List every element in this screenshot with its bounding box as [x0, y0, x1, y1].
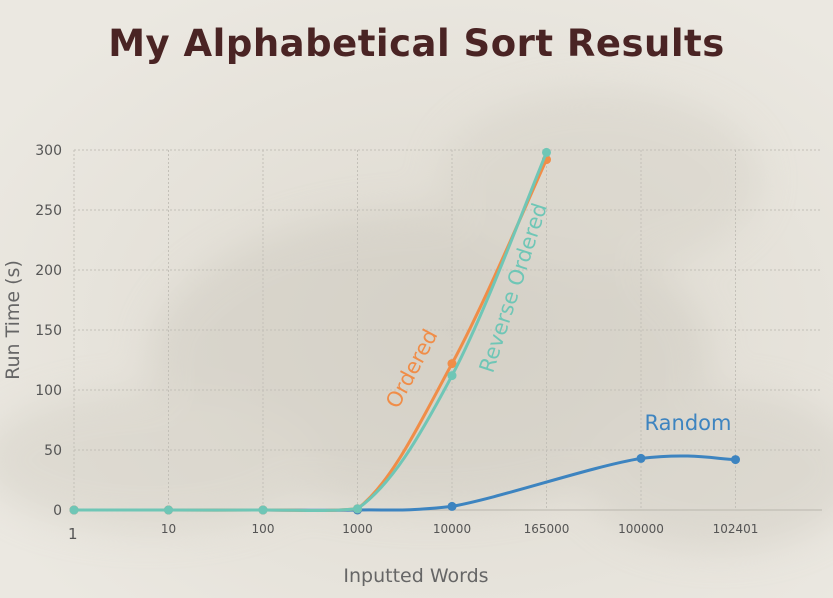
data-point[interactable]	[164, 505, 173, 515]
x-axis-label: Inputted Words	[343, 565, 488, 587]
y-tick-label: 200	[35, 263, 62, 279]
data-point[interactable]	[258, 505, 268, 515]
y-axis-label: Run Time (s)	[2, 260, 24, 380]
data-point[interactable]	[447, 371, 457, 381]
chart-title: My Alphabetical Sort Results	[108, 22, 725, 65]
x-tick-label: 10	[161, 522, 176, 536]
data-point[interactable]	[69, 505, 79, 515]
y-tick-label: 150	[35, 323, 62, 339]
series-label: Reverse Ordered	[475, 200, 552, 375]
y-tick-label: 100	[35, 383, 62, 399]
x-axis-ticks: 1 10 100 1000 10000 165000 100000 102401	[68, 522, 758, 543]
series-label: Random	[645, 411, 732, 435]
y-tick-label: 50	[44, 443, 62, 459]
x-tick-label: 100000	[618, 522, 664, 536]
series-line	[72, 150, 548, 513]
y-tick-label: 300	[35, 143, 62, 159]
data-point[interactable]	[447, 359, 457, 369]
data-point[interactable]	[542, 147, 551, 157]
series-line	[72, 454, 737, 512]
data-point[interactable]	[447, 501, 457, 511]
x-tick-label: 1	[68, 525, 78, 543]
series-1	[69, 147, 551, 515]
series-2	[69, 453, 740, 515]
grid	[73, 149, 822, 510]
data-point[interactable]	[731, 455, 740, 465]
y-axis-ticks: 0 50 100 150 200 250 300	[35, 143, 62, 519]
series-layer	[69, 147, 740, 515]
y-tick-label: 0	[53, 503, 62, 519]
x-tick-label: 102401	[713, 522, 759, 536]
series-0	[69, 155, 551, 515]
data-point[interactable]	[353, 504, 362, 514]
x-tick-label: 1000	[342, 522, 373, 536]
y-tick-label: 250	[35, 203, 62, 219]
x-tick-label: 100	[252, 522, 275, 536]
x-tick-label: 165000	[524, 522, 570, 536]
series-line	[72, 158, 548, 513]
x-tick-label: 10000	[433, 522, 471, 536]
data-point[interactable]	[636, 453, 646, 463]
